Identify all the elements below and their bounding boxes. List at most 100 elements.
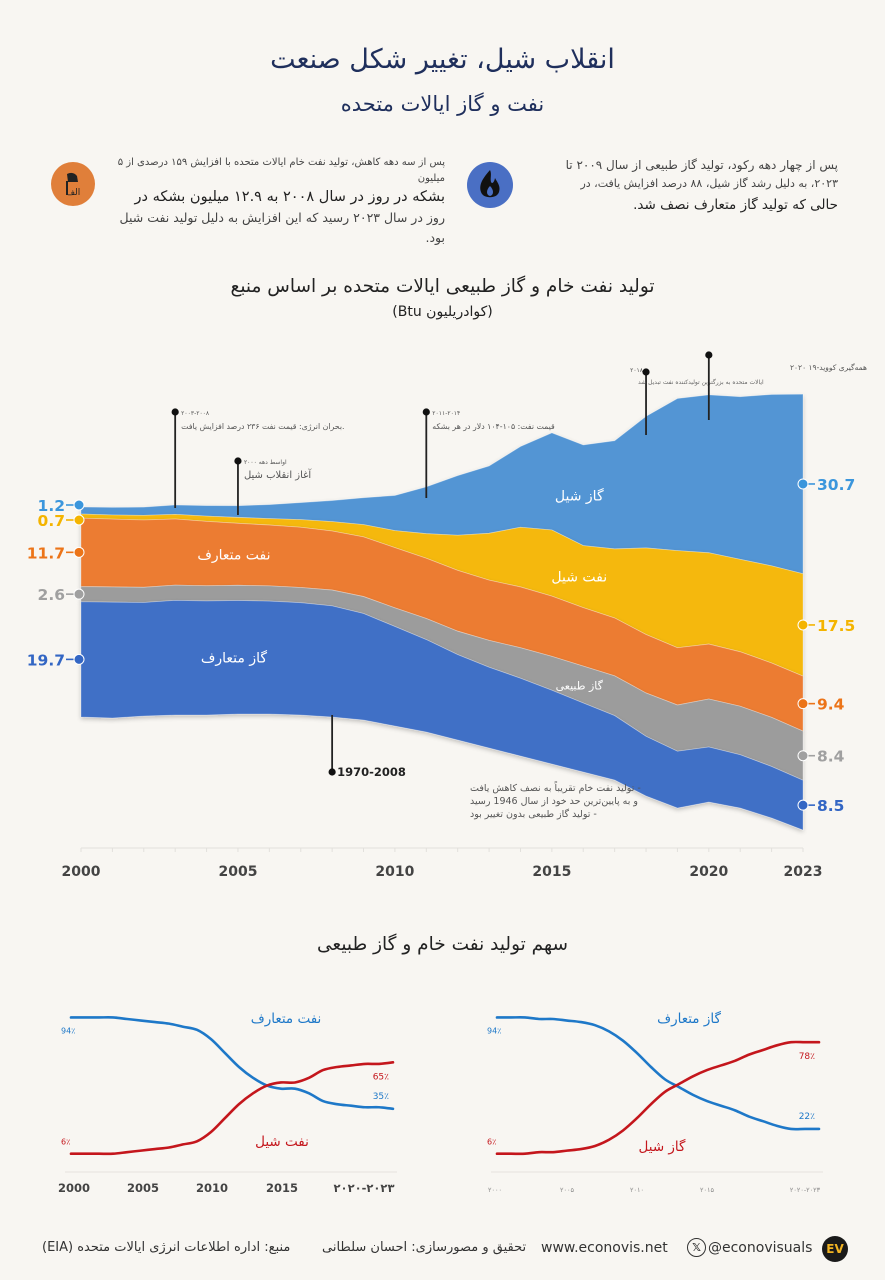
start-value-label: 19.7 [27, 651, 65, 669]
oil-barrel-icon: الف [51, 162, 95, 206]
x-tick-label: ۲۰۰۵ [560, 1186, 574, 1194]
chart-title: تولید نفت خام و گاز طبیعی ایالات متحده ب… [230, 276, 655, 297]
start-marker [73, 514, 85, 526]
start-value-label: 2.6 [38, 586, 65, 604]
start-value-label: 0.7 [38, 512, 65, 530]
x-tick-label: 2010 [196, 1181, 228, 1195]
annotation-date: ۲۰۱۸ [630, 367, 644, 374]
annotation-dot [422, 408, 430, 416]
annotation-date: ۲۰۰۳-۲۰۰۸ [181, 410, 210, 417]
fact-oil-line1: پس از سه دهه کاهش، تولید نفت خام ایالات … [117, 157, 445, 184]
annotation-date: 1970-2008 [337, 765, 406, 779]
start-marker [73, 546, 85, 558]
annotation-text: بحران انرژی: قیمت نفت ۲۳۶ درصد افزایش یا… [181, 422, 344, 431]
share-line [69, 1016, 395, 1111]
x-tick-label: ۲۰۱۰ [630, 1186, 644, 1194]
end-marker [797, 619, 809, 631]
stream-chart: ۲۰۰۳-۲۰۰۸ بحران انرژی: قیمت نفت ۲۳۶ درصد … [27, 351, 867, 880]
x-tick-label: ۲۰۰۰ [488, 1186, 502, 1194]
source-text: منبع: اداره اطلاعات انرژی ایالات متحده (… [42, 1240, 291, 1255]
share-line [495, 1016, 821, 1131]
annotation-dot [328, 768, 336, 776]
annotation-text: - تولید گاز طبیعی بدون تغییر بود [470, 808, 597, 820]
end-value-label: 8.5 [817, 797, 844, 815]
annotation-dot [705, 351, 713, 359]
annotation-text: همه‌گیری کووید-۱۹ ۲۰۲۰ [790, 363, 867, 372]
annotation-text: ایالات متحده به بزرگترین تولیدکننده نفت … [638, 378, 764, 386]
x-tick-label: 2023 [784, 864, 823, 880]
page-subtitle: نفت و گاز ایالات متحده [340, 92, 545, 116]
share-line [495, 1040, 821, 1156]
start-share-label: 94٪ [487, 1026, 501, 1035]
annotation-text: قیمت نفت: ۱۰۵-۱۰۴ دلار در هر بشکه [432, 422, 555, 431]
fact-gas-line1: پس از چهار دهه رکود، تولید گاز طبیعی از … [565, 158, 838, 172]
area-layer [80, 599, 804, 831]
x-tick-label: 2020 [689, 864, 728, 880]
start-marker [73, 588, 85, 600]
end-value-label: 17.5 [817, 617, 855, 635]
fact-oil: پس از سه دهه کاهش، تولید نفت خام ایالات … [100, 155, 445, 247]
series-label: گاز متعارف [657, 1010, 721, 1027]
start-marker [73, 653, 85, 665]
gas-share-chart: 94٪ 22٪ گاز متعارف 6٪ 78٪ گاز شیل ۲۰۰۰ ۲۰۰۵ ۲۰۱۰… [487, 1010, 823, 1194]
logo-text: EV [826, 1242, 844, 1256]
oil-share-chart: 94٪ 35٪ نفت متعارف 6٪ 65٪ نفت شیل 2000 2005 2010… [58, 1011, 397, 1195]
start-share-label: 94٪ [61, 1026, 75, 1035]
annotation-dot [171, 408, 179, 416]
share-title: سهم تولید نفت خام و گاز طبیعی [316, 934, 568, 955]
series-label: گاز شیل [639, 1138, 687, 1155]
annotation-date: ۲۰۱۱-۲۰۱۴ [432, 410, 460, 417]
x-tick-label: 2010 [375, 864, 414, 880]
page-title: انقلاب شیل، تغییر شکل صنعت [270, 44, 615, 75]
flame-icon [467, 162, 513, 208]
start-share-label: 6٪ [61, 1138, 70, 1147]
end-share-label: 78٪ [799, 1052, 815, 1062]
x-tick-label: ۲۰۲۰-۲۰۲۳ [334, 1181, 395, 1195]
x-tick-label: 2000 [62, 864, 101, 880]
end-share-label: 65٪ [373, 1072, 389, 1082]
annotation-text: و به پایین‌ترین حد خود از سال 1946 رسید [470, 796, 638, 807]
x-tick-label: 2000 [58, 1181, 90, 1195]
end-value-label: 8.4 [817, 748, 845, 766]
oil-badge-text: الف [66, 188, 81, 198]
fact-gas-line2: ۲۰۲۳، به دلیل رشد گاز شیل، ۸۸ درصد افزای… [580, 177, 838, 191]
twitter-handle[interactable]: @econovisuals [708, 1240, 813, 1256]
end-value-label: 9.4 [817, 696, 845, 714]
annotation-dot [234, 457, 242, 465]
end-marker [797, 750, 809, 762]
series-label: نفت متعارف [251, 1011, 322, 1027]
x-tick-label: 2015 [266, 1181, 298, 1195]
x-tick-label: 2015 [532, 864, 571, 880]
x-tick-label: ۲۰۱۵ [700, 1186, 714, 1194]
layer-label: نفت متعارف [197, 547, 270, 563]
fact-gas-line3: حالی که تولید گاز متعارف نصف شد. [633, 197, 838, 214]
end-share-label: 22٪ [799, 1112, 815, 1122]
x-tick-label: ۲۰۲۰-۲۰۲۳ [790, 1186, 821, 1194]
fact-gas: پس از چهار دهه رکود، تولید گاز طبیعی از … [518, 155, 838, 217]
start-value-label: 11.7 [27, 544, 65, 562]
fact-oil-line3: روز در سال ۲۰۲۳ رسید که این افزایش به دل… [119, 210, 445, 245]
end-share-label: 35٪ [373, 1092, 389, 1102]
annotation-date: اواسط دهه ۲۰۰۰ [244, 459, 287, 466]
end-marker [797, 799, 809, 811]
start-value-label: 1.2 [38, 497, 65, 515]
chart-unit: (کوادریلیون Btu) [392, 304, 493, 320]
end-marker [797, 478, 809, 490]
layer-label: گاز شیل [555, 487, 604, 504]
x-logo-icon: 𝕏 [687, 1238, 706, 1257]
layer-label: نفت شیل [551, 570, 607, 586]
annotation-text: - تولید نفت خام تقریباً به نصف کاهش یافت [470, 781, 641, 794]
annotation-text: آغاز انقلاب شیل [244, 468, 312, 481]
start-share-label: 6٪ [487, 1138, 496, 1147]
series-label: نفت شیل [255, 1134, 309, 1150]
layer-label: گاز متعارف [201, 649, 267, 666]
layer-label: گاز طبیعی [556, 680, 604, 693]
share-line [69, 1061, 395, 1156]
website-link[interactable]: www.econovis.net [541, 1240, 668, 1256]
credit-text: تحقیق و مصورسازی: احسان سلطانی [322, 1240, 527, 1255]
x-tick-label: 2005 [218, 864, 257, 880]
end-value-label: 30.7 [817, 476, 855, 494]
x-tick-label: 2005 [127, 1181, 159, 1195]
end-marker [797, 698, 809, 710]
econovis-logo: EV [822, 1236, 848, 1262]
